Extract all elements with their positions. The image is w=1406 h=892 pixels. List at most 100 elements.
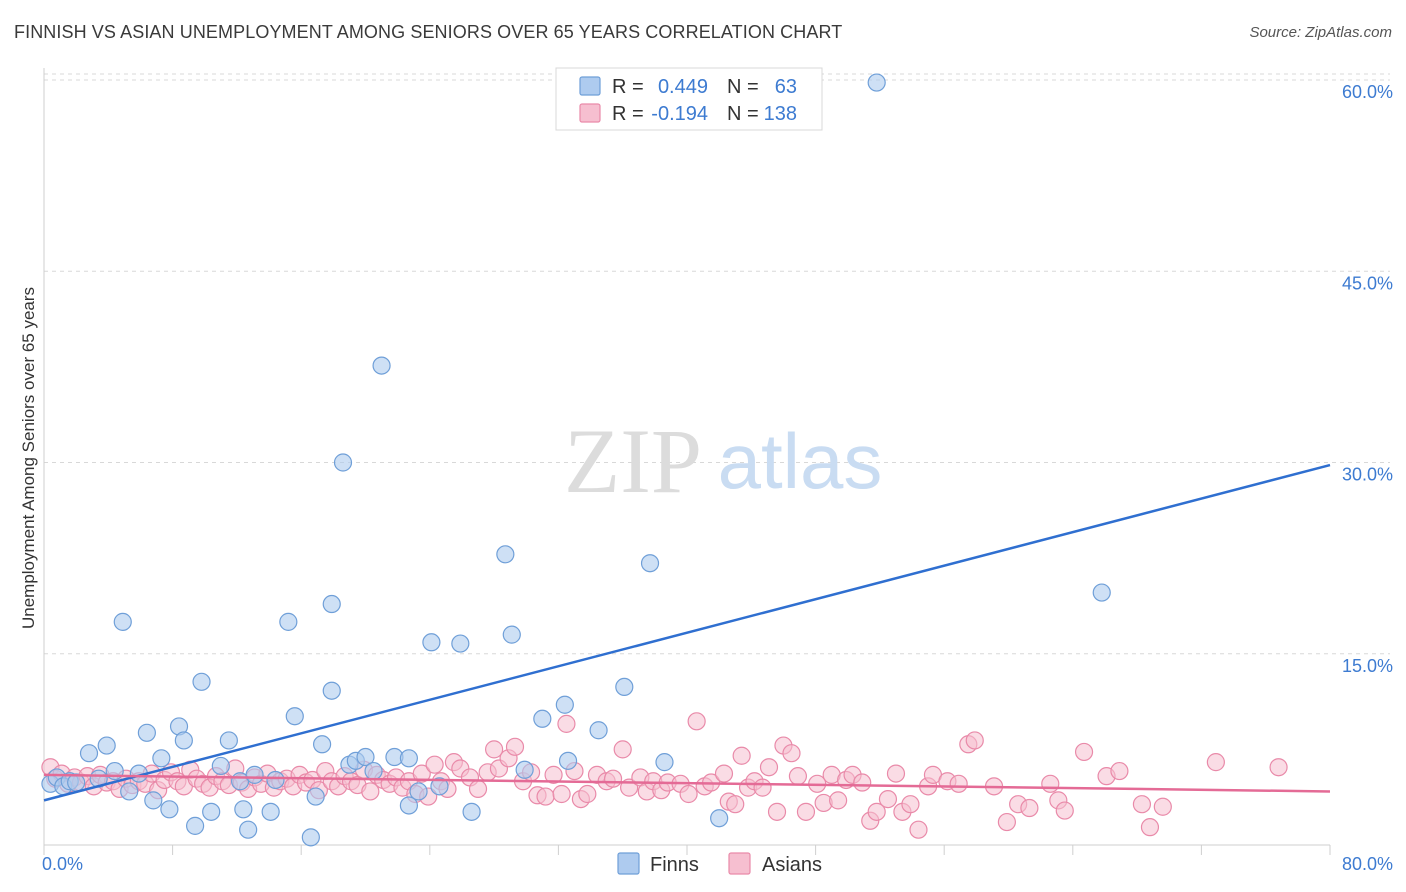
finns-point [160, 800, 179, 819]
legend-finns-n-value: 63 [775, 76, 797, 98]
asians-point [997, 812, 1016, 832]
asians-point [782, 744, 801, 763]
finns-point [555, 695, 574, 714]
y-tick-label: 60.0% [1342, 82, 1393, 102]
finns-point [867, 73, 886, 92]
correlation-legend: R = 0.449 N = 63 R = -0.194 N = 138 [555, 67, 823, 131]
finns-point [285, 707, 304, 726]
finns-point [245, 765, 264, 784]
finns-point [219, 731, 238, 750]
finns-point [322, 594, 341, 614]
legend-asians-swatch [579, 103, 601, 123]
y-tick-label: 30.0% [1342, 465, 1393, 485]
asians-point [732, 746, 751, 765]
asians-point [425, 755, 444, 774]
finns-point [502, 625, 521, 644]
finns-point [234, 800, 253, 819]
watermark: ZIP atlas [564, 410, 882, 512]
finns-point [97, 736, 116, 755]
asians-point [1132, 795, 1152, 814]
asians-point [613, 740, 632, 759]
finns-point [186, 816, 205, 835]
finns-point [192, 672, 211, 691]
y-tick-label: 45.0% [1342, 273, 1393, 293]
asians-point [878, 789, 898, 809]
legend-finns-r-value: 0.449 [658, 76, 708, 98]
asians-point [557, 714, 576, 733]
asians-point [1110, 761, 1129, 781]
finns-point [462, 802, 481, 821]
gridlines [44, 73, 1390, 655]
finns-point [710, 809, 729, 828]
asians-point [536, 787, 555, 806]
finns-point [144, 791, 163, 810]
asians-point [468, 779, 488, 799]
watermark-atlas: atlas [718, 417, 883, 505]
y-axis-label: Unemployment Among Seniors over 65 years [19, 287, 38, 629]
bottom-legend-asians-swatch [728, 852, 751, 875]
finns-point [211, 756, 230, 776]
asians-point [788, 767, 808, 786]
legend-asians-n-value: 138 [764, 103, 797, 125]
bottom-legend-finns-label: Finns [650, 854, 699, 876]
asians-point [886, 764, 906, 783]
finns-point [322, 681, 341, 700]
finns-point [1092, 583, 1111, 602]
finns-point [266, 770, 285, 790]
x-tick-label: 0.0% [42, 854, 83, 874]
finns-point [399, 796, 419, 815]
asians-trend-line [43, 773, 1331, 793]
legend-asians-n-label: N = [727, 103, 759, 125]
finns-point [137, 723, 156, 742]
finns-point [364, 761, 383, 781]
finns-point [430, 777, 449, 796]
finns-point [261, 802, 280, 821]
asians-point [603, 769, 623, 788]
asians-point [1020, 798, 1039, 818]
chart-title: FINNISH VS ASIAN UNEMPLOYMENT AMONG SENI… [14, 22, 843, 42]
watermark-zip: ZIP [564, 410, 702, 512]
finns-point [120, 782, 139, 801]
legend-finns-n-label: N = [727, 76, 759, 98]
finns-point [152, 749, 171, 768]
finns-point [533, 709, 552, 728]
finns-point [615, 677, 634, 697]
asians-point [767, 802, 787, 821]
asians-point [552, 784, 571, 804]
asians-point [1140, 818, 1160, 837]
source-label: Source: ZipAtlas.com [1249, 24, 1392, 41]
series-legend: Finns Asians [617, 852, 822, 876]
x-tick-label: 80.0% [1342, 854, 1393, 874]
finns-point [399, 749, 419, 768]
finns-trend-line [43, 463, 1331, 802]
finns-point [312, 735, 332, 754]
asians-point [1055, 801, 1074, 820]
asians-point [578, 784, 597, 804]
asians-point [753, 778, 772, 797]
asians-point [909, 820, 928, 839]
asians-point [726, 795, 745, 814]
asians-point [1153, 797, 1172, 816]
finns-point [589, 721, 608, 740]
finns-point [356, 747, 375, 767]
asians-point [1206, 753, 1225, 772]
asians-point [1074, 742, 1094, 762]
finns-point [174, 731, 193, 750]
finns-point [301, 828, 320, 847]
legend-finns-swatch [579, 76, 601, 96]
asians-point [544, 765, 563, 784]
asians-point [1041, 774, 1060, 793]
y-tick-label: 15.0% [1342, 656, 1393, 676]
finns-point [515, 760, 534, 779]
finns-point [558, 751, 578, 770]
asians-point [687, 712, 706, 731]
asians-point [361, 782, 380, 801]
y-tick-labels: 15.0% 30.0% 45.0% 60.0% [1342, 82, 1393, 676]
asians-point [867, 802, 886, 821]
finns-point [409, 782, 428, 801]
asians-point [505, 737, 525, 756]
legend-asians-r-value: -0.194 [651, 103, 708, 125]
finns-points [41, 73, 1111, 847]
asians-point [796, 802, 816, 821]
